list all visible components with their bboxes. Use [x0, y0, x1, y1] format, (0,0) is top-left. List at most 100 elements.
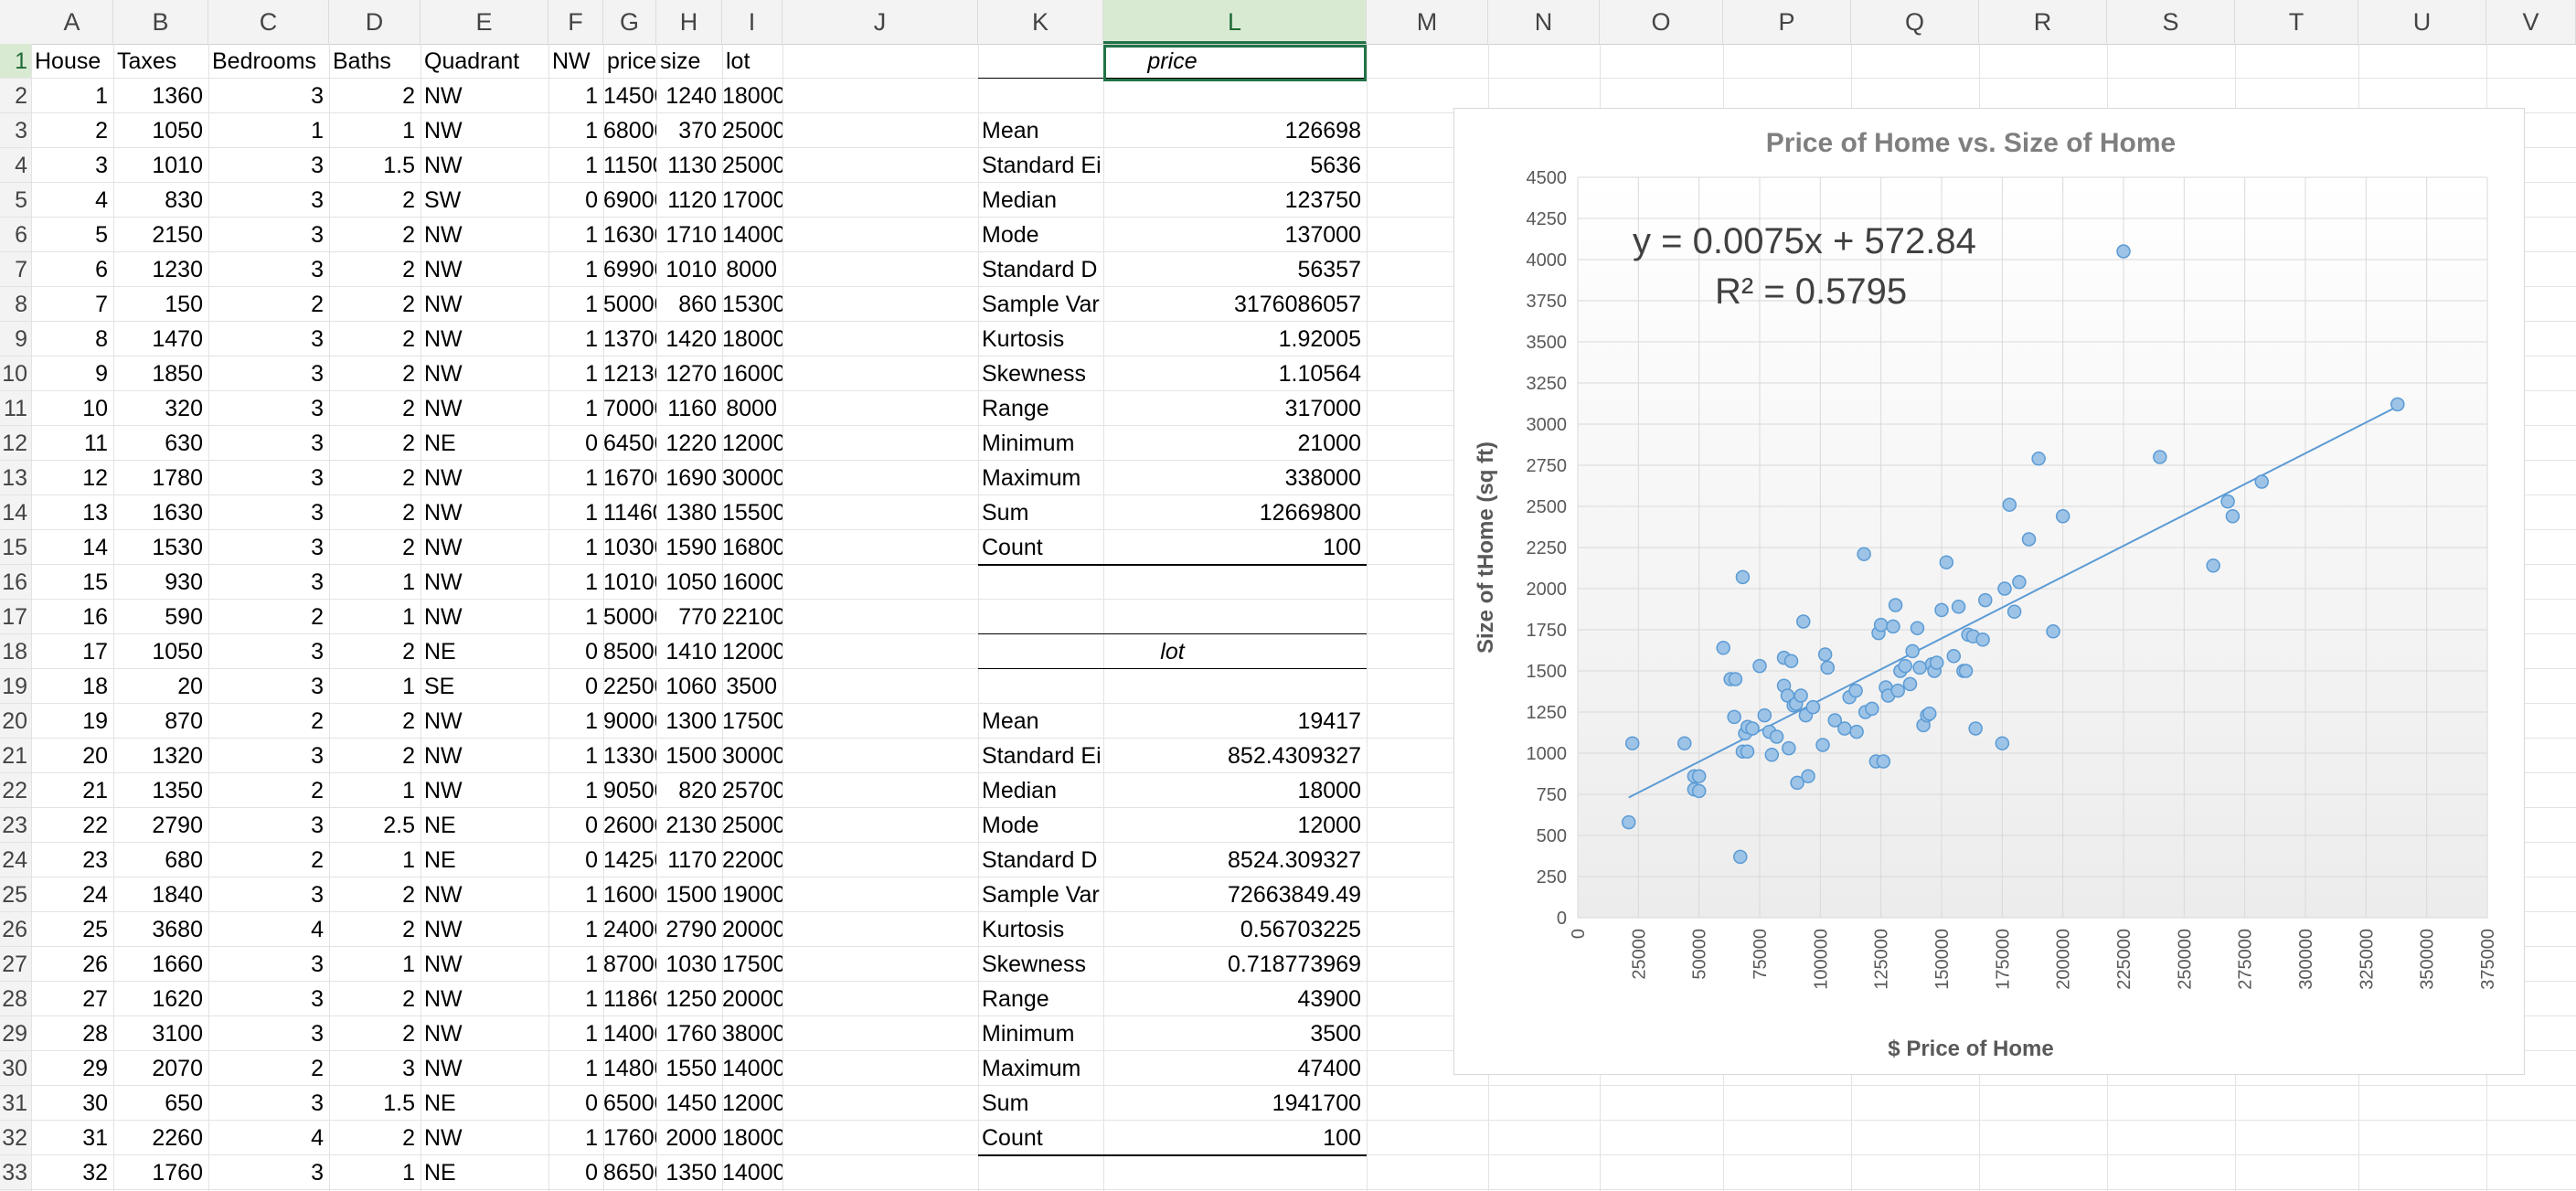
table-cell[interactable]: 2	[311, 778, 324, 803]
table-cell[interactable]: NW	[424, 153, 463, 178]
table-cell[interactable]: NW	[424, 743, 463, 769]
table-cell[interactable]: 28	[82, 1021, 108, 1047]
table-cell[interactable]: 25	[82, 917, 108, 942]
table-cell[interactable]: 19	[82, 708, 108, 734]
table-cell[interactable]: 1.5	[383, 1090, 415, 1116]
table-header-quadrant[interactable]: Quadrant	[424, 48, 520, 74]
table-cell[interactable]: 770	[678, 604, 717, 630]
stats-value[interactable]: 18000	[1297, 778, 1361, 803]
table-cell[interactable]: 1	[311, 118, 324, 144]
table-cell[interactable]: 3	[311, 743, 324, 769]
table-cell[interactable]: 115000	[603, 153, 656, 178]
table-cell[interactable]: 1350	[152, 778, 203, 803]
table-cell[interactable]: 260000	[603, 813, 656, 838]
table-cell[interactable]: 18000	[722, 326, 782, 352]
stats-value[interactable]: 1.92005	[1278, 326, 1361, 352]
table-cell[interactable]: 1050	[665, 569, 717, 595]
table-cell[interactable]: 2	[402, 1125, 415, 1151]
table-cell[interactable]: 69900	[603, 257, 656, 282]
table-cell[interactable]: 65000	[603, 1090, 656, 1116]
table-cell[interactable]: NW	[424, 1125, 463, 1151]
row-header-27[interactable]: 27	[0, 947, 31, 982]
table-cell[interactable]: 650	[165, 1090, 203, 1116]
table-cell[interactable]: 3	[311, 257, 324, 282]
stats-value[interactable]: 72663849.49	[1228, 882, 1361, 908]
table-cell[interactable]: 3	[311, 569, 324, 595]
table-cell[interactable]: 820	[678, 778, 717, 803]
stats-value[interactable]: 123750	[1284, 187, 1361, 213]
table-cell[interactable]: 70000	[603, 396, 656, 421]
column-header-e[interactable]: E	[420, 0, 548, 44]
row-header-20[interactable]: 20	[0, 704, 31, 739]
row-header-1[interactable]: 1	[0, 44, 31, 79]
table-cell[interactable]: 69000	[603, 187, 656, 213]
column-header-r[interactable]: R	[1979, 0, 2107, 44]
table-cell[interactable]: 16800	[722, 535, 782, 560]
table-cell[interactable]: 3	[311, 882, 324, 908]
table-cell[interactable]: 2790	[665, 917, 717, 942]
table-header-size[interactable]: size	[660, 48, 701, 74]
table-cell[interactable]: 68000	[603, 118, 656, 144]
table-cell[interactable]: 630	[165, 431, 203, 456]
table-cell[interactable]: 31	[82, 1125, 108, 1151]
stats-value[interactable]: 12669800	[1259, 500, 1361, 526]
table-cell[interactable]: 3	[311, 222, 324, 248]
row-header-2[interactable]: 2	[0, 79, 31, 113]
table-cell[interactable]: 3	[311, 500, 324, 526]
table-cell[interactable]: 4	[95, 187, 108, 213]
table-cell[interactable]: 6	[95, 257, 108, 282]
table-cell[interactable]: NE	[424, 813, 456, 838]
table-cell[interactable]: 1320	[152, 743, 203, 769]
column-header-u[interactable]: U	[2358, 0, 2486, 44]
table-header-bedrooms[interactable]: Bedrooms	[212, 48, 316, 74]
table-cell[interactable]: 1	[585, 917, 598, 942]
table-cell[interactable]: 3	[311, 674, 324, 699]
table-cell[interactable]: 1	[402, 778, 415, 803]
stats-value[interactable]: 852.4309327	[1228, 743, 1361, 769]
stats-value[interactable]: 56357	[1297, 257, 1361, 282]
table-cell[interactable]: 2	[402, 361, 415, 387]
table-cell[interactable]: 150	[165, 292, 203, 317]
row-header-15[interactable]: 15	[0, 530, 31, 565]
table-cell[interactable]: 2790	[152, 813, 203, 838]
stats-value[interactable]: 3500	[1310, 1021, 1361, 1047]
table-cell[interactable]: 7	[95, 292, 108, 317]
table-cell[interactable]: 3100	[152, 1021, 203, 1047]
table-cell[interactable]: 1	[585, 153, 598, 178]
column-header-g[interactable]: G	[603, 0, 656, 44]
table-cell[interactable]: 24	[82, 882, 108, 908]
table-cell[interactable]: NW	[424, 500, 463, 526]
table-cell[interactable]: 50000	[603, 604, 656, 630]
table-cell[interactable]: 30	[82, 1090, 108, 1116]
table-cell[interactable]: 2	[311, 708, 324, 734]
table-cell[interactable]: 1300	[665, 708, 717, 734]
table-cell[interactable]: SE	[424, 674, 455, 699]
table-cell[interactable]: NW	[424, 882, 463, 908]
table-cell[interactable]: 1	[585, 708, 598, 734]
table-cell[interactable]: NW	[424, 465, 463, 491]
column-header-b[interactable]: B	[113, 0, 208, 44]
table-cell[interactable]: 12	[82, 465, 108, 491]
column-header-q[interactable]: Q	[1851, 0, 1979, 44]
table-cell[interactable]: 1	[585, 535, 598, 560]
table-cell[interactable]: 8000	[726, 257, 777, 282]
table-cell[interactable]: 1	[95, 83, 108, 109]
row-header-31[interactable]: 31	[0, 1086, 31, 1121]
table-cell[interactable]: 25000	[722, 153, 782, 178]
column-header-o[interactable]: O	[1600, 0, 1723, 44]
table-cell[interactable]: 3	[311, 1160, 324, 1186]
row-header-17[interactable]: 17	[0, 600, 31, 634]
table-cell[interactable]: 4	[311, 1125, 324, 1151]
table-cell[interactable]: 25700	[722, 778, 782, 803]
table-cell[interactable]: 17500	[722, 952, 782, 977]
table-cell[interactable]: 2	[402, 882, 415, 908]
table-cell[interactable]: 1	[585, 952, 598, 977]
table-cell[interactable]: 1	[585, 118, 598, 144]
table-cell[interactable]: 16000	[722, 361, 782, 387]
table-cell[interactable]: 3	[311, 431, 324, 456]
column-header-n[interactable]: N	[1488, 0, 1600, 44]
table-cell[interactable]: 1.5	[383, 153, 415, 178]
table-cell[interactable]: 1	[585, 743, 598, 769]
table-cell[interactable]: 2	[402, 396, 415, 421]
column-header-p[interactable]: P	[1723, 0, 1851, 44]
